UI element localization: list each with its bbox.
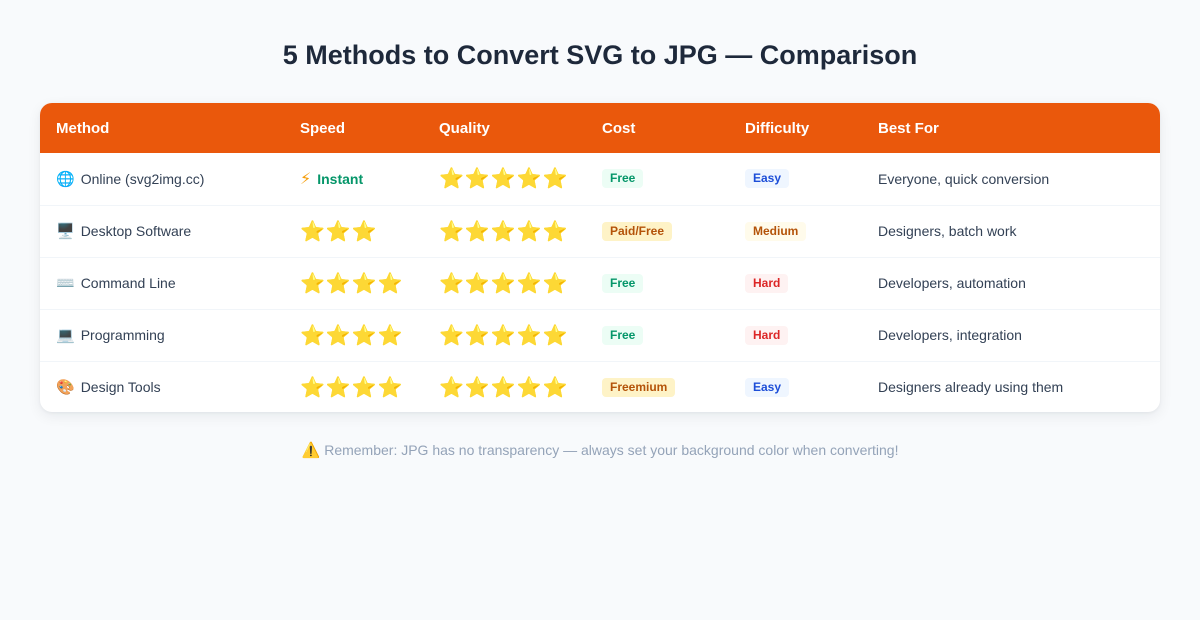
speed-label: Instant — [317, 170, 364, 187]
best-for-cell: Everyone, quick conversion — [862, 153, 1160, 205]
difficulty-badge: Easy — [745, 169, 790, 189]
best-for-cell: Designers already using them — [862, 361, 1160, 412]
speed-stars: ⭐⭐⭐⭐ — [300, 324, 404, 347]
quality-cell: ⭐⭐⭐⭐⭐ — [423, 257, 586, 309]
best-for-text: Designers, batch work — [878, 223, 1017, 239]
table-header-row: Method Speed Quality Cost Difficulty Bes… — [40, 103, 1160, 153]
footnote: ⚠️ Remember: JPG has no transparency — al… — [0, 441, 1200, 459]
table-row: 🎨 Design Tools ⭐⭐⭐⭐ ⭐⭐⭐⭐⭐ Freemium Easy D… — [40, 361, 1160, 412]
cost-cell: Free — [586, 309, 729, 361]
footnote-text: Remember: JPG has no transparency — alwa… — [324, 442, 899, 458]
difficulty-badge: Medium — [745, 221, 807, 241]
speed-cell: ⭐⭐⭐⭐ — [284, 361, 423, 412]
method-name: Desktop Software — [80, 223, 192, 239]
lightning-icon: ⚡ — [300, 170, 312, 188]
quality-stars: ⭐⭐⭐⭐⭐ — [439, 272, 569, 295]
cost-cell: Paid/Free — [586, 205, 729, 257]
method-name: Design Tools — [80, 379, 161, 396]
difficulty-badge: Hard — [745, 273, 789, 293]
column-header-cost: Cost — [602, 119, 636, 137]
column-header-best-for: Best For — [878, 119, 939, 137]
column-header-speed: Speed — [300, 119, 346, 137]
cost-badge: Free — [602, 169, 644, 189]
quality-cell: ⭐⭐⭐⭐⭐ — [423, 309, 586, 361]
page-title: 5 Methods to Convert SVG to JPG — Compar… — [282, 40, 918, 70]
method-name: Programming — [80, 327, 165, 343]
table-row: ⌨️ Command Line ⭐⭐⭐⭐ ⭐⭐⭐⭐⭐ Free Hard Deve… — [40, 257, 1160, 309]
column-header-difficulty: Difficulty — [745, 119, 810, 137]
speed-cell: ⭐⭐⭐⭐ — [284, 309, 423, 361]
difficulty-badge: Hard — [745, 325, 789, 345]
method-cell: 🖥️ Desktop Software — [40, 205, 284, 257]
quality-cell: ⭐⭐⭐⭐⭐ — [423, 153, 586, 205]
best-for-cell: Developers, automation — [862, 257, 1160, 309]
warning-icon: ⚠️ — [301, 442, 321, 459]
desktop-icon: 🖥️ — [56, 223, 75, 240]
best-for-text: Developers, integration — [878, 327, 1022, 343]
speed-stars: ⭐⭐⭐⭐ — [300, 272, 404, 295]
speed-stars: ⭐⭐⭐⭐ — [300, 376, 404, 399]
difficulty-cell: Hard — [729, 309, 862, 361]
table-row: 🌐 Online (svg2img.cc) ⚡ Instant ⭐⭐⭐⭐⭐ Free… — [40, 153, 1160, 205]
keyboard-icon: ⌨️ — [56, 275, 75, 292]
best-for-cell: Developers, integration — [862, 309, 1160, 361]
laptop-icon: 💻 — [56, 327, 75, 344]
method-cell: 💻 Programming — [40, 309, 284, 361]
palette-icon: 🎨 — [56, 379, 75, 397]
difficulty-cell: Hard — [729, 257, 862, 309]
table-row: 🖥️ Desktop Software ⭐⭐⭐ ⭐⭐⭐⭐⭐ Paid/Free M… — [40, 205, 1160, 257]
comparison-table-card: Method Speed Quality Cost Difficulty Bes… — [40, 103, 1160, 412]
cost-cell: Free — [586, 153, 729, 205]
difficulty-cell: Easy — [729, 361, 862, 412]
best-for-text: Everyone, quick conversion — [878, 170, 1050, 187]
difficulty-cell: Medium — [729, 205, 862, 257]
speed-stars: ⭐⭐⭐ — [300, 220, 378, 243]
column-header-method: Method — [56, 119, 110, 137]
quality-cell: ⭐⭐⭐⭐⭐ — [423, 205, 586, 257]
method-name: Command Line — [80, 275, 176, 291]
column-header-quality: Quality — [439, 119, 490, 137]
cost-badge: Free — [602, 325, 644, 345]
speed-cell: ⭐⭐⭐ — [284, 205, 423, 257]
quality-stars: ⭐⭐⭐⭐⭐ — [439, 376, 569, 399]
cost-cell: Freemium — [586, 361, 729, 412]
method-cell: 🎨 Design Tools — [40, 361, 284, 412]
comparison-table: Method Speed Quality Cost Difficulty Bes… — [40, 103, 1160, 412]
method-cell: 🌐 Online (svg2img.cc) — [40, 153, 284, 205]
table-row: 💻 Programming ⭐⭐⭐⭐ ⭐⭐⭐⭐⭐ Free Hard Develo… — [40, 309, 1160, 361]
cost-badge: Freemium — [602, 377, 676, 397]
best-for-text: Developers, automation — [878, 275, 1026, 291]
quality-stars: ⭐⭐⭐⭐⭐ — [439, 168, 569, 191]
quality-cell: ⭐⭐⭐⭐⭐ — [423, 361, 586, 412]
difficulty-cell: Easy — [729, 153, 862, 205]
method-name: Online (svg2img.cc) — [80, 170, 205, 187]
method-cell: ⌨️ Command Line — [40, 257, 284, 309]
best-for-text: Designers already using them — [878, 379, 1064, 396]
speed-cell: ⭐⭐⭐⭐ — [284, 257, 423, 309]
cost-cell: Free — [586, 257, 729, 309]
cost-badge: Paid/Free — [602, 221, 673, 241]
difficulty-badge: Easy — [745, 377, 790, 397]
best-for-cell: Designers, batch work — [862, 205, 1160, 257]
speed-cell: ⚡ Instant — [284, 153, 423, 205]
quality-stars: ⭐⭐⭐⭐⭐ — [439, 220, 569, 243]
globe-icon: 🌐 — [56, 170, 75, 188]
quality-stars: ⭐⭐⭐⭐⭐ — [439, 324, 569, 347]
cost-badge: Free — [602, 273, 644, 293]
